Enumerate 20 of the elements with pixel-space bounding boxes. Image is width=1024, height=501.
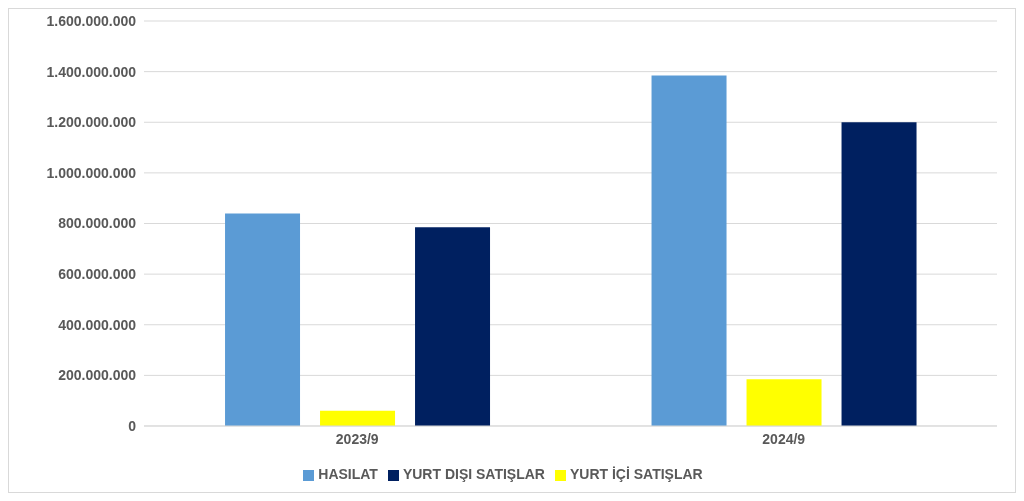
x-tick-label: 2024/9 <box>762 430 806 447</box>
x-tick-label: 2023/9 <box>335 430 379 447</box>
legend-label: HASILAT <box>318 466 378 482</box>
legend-label: YURT DIŞI SATIŞLAR <box>402 466 545 482</box>
y-tick-label: 200.000.000 <box>58 367 137 384</box>
legend-label: YURT İÇİ SATIŞLAR <box>569 466 703 482</box>
y-tick-label: 0 <box>128 417 137 434</box>
bar <box>225 213 301 426</box>
y-tick-label: 800.000.000 <box>58 215 137 232</box>
bar <box>746 379 822 426</box>
bar <box>841 122 917 426</box>
bar <box>651 75 727 426</box>
bar <box>320 410 396 426</box>
y-tick-label: 1.400.000.000 <box>46 63 137 80</box>
y-tick-label: 400.000.000 <box>58 316 137 333</box>
bar <box>415 227 491 426</box>
y-tick-label: 600.000.000 <box>58 266 137 283</box>
y-tick-label: 1.600.000.000 <box>46 12 137 29</box>
y-tick-label: 1.200.000.000 <box>46 114 137 131</box>
y-tick-label: 1.000.000.000 <box>46 164 137 181</box>
